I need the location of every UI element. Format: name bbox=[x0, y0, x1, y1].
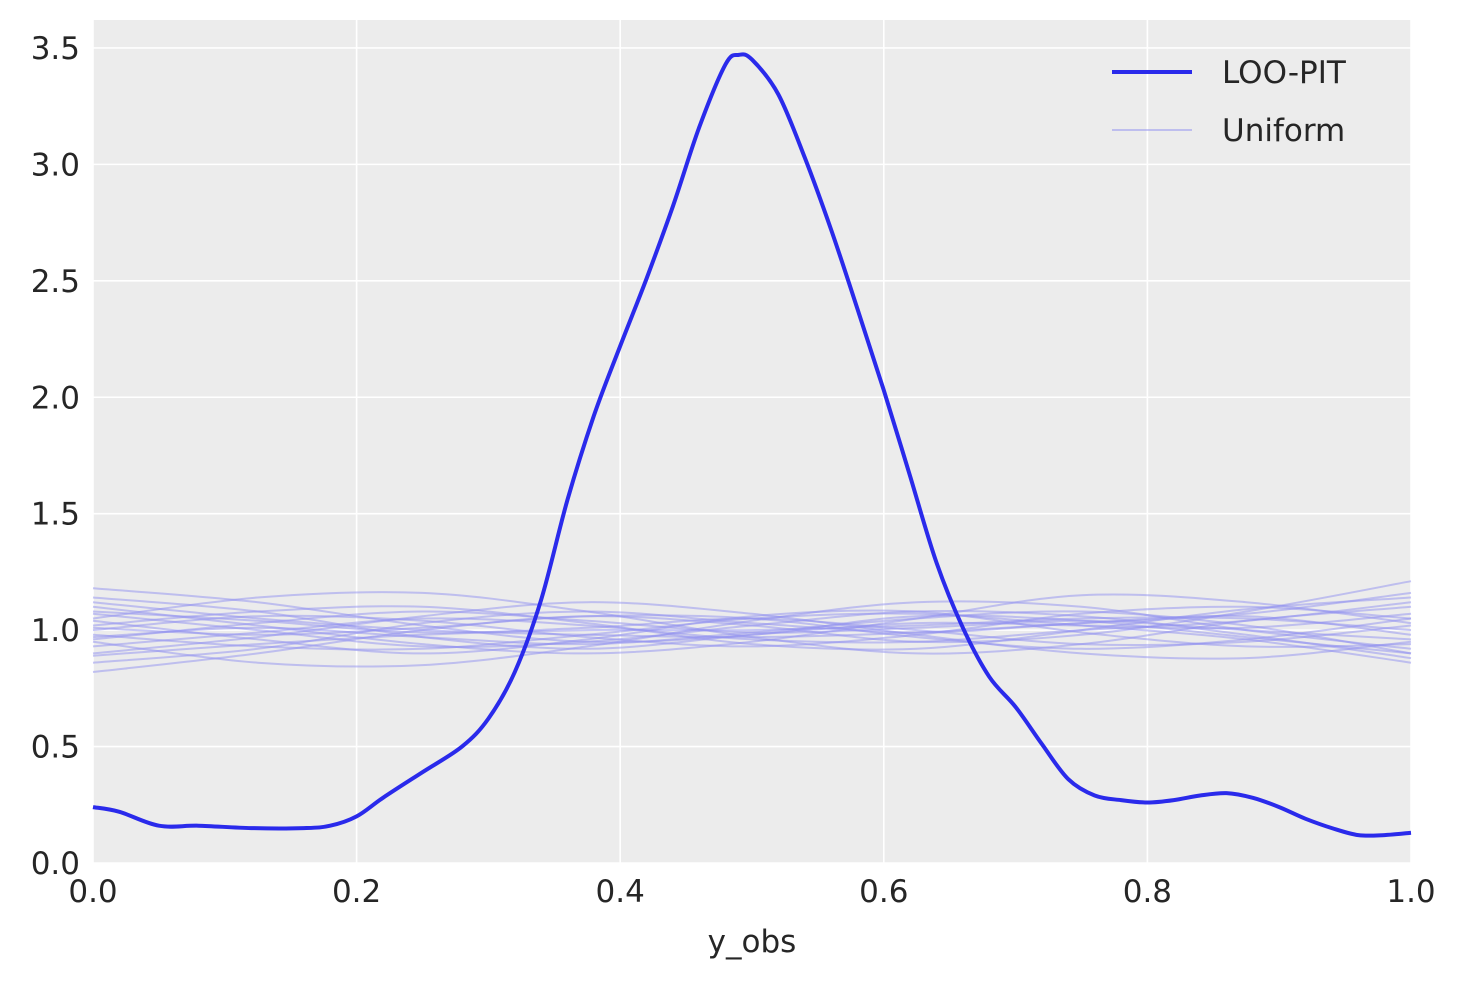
y-tick-label: 1.0 bbox=[31, 613, 80, 649]
uniform-curve bbox=[92, 601, 1412, 660]
uniform-curve bbox=[92, 600, 1412, 668]
uniform-curve bbox=[92, 614, 1412, 650]
loo-pit-line bbox=[92, 52, 1412, 838]
uniform-curve bbox=[92, 596, 1412, 651]
y-tick-label: 3.5 bbox=[31, 31, 80, 67]
x-tick-labels: 0.0 0.2 0.4 0.6 0.8 1.0 bbox=[68, 874, 1435, 910]
x-tick-label: 0.4 bbox=[596, 874, 645, 910]
uniform-curve bbox=[92, 601, 1412, 648]
y-tick-labels: 0.0 0.5 1.0 1.5 2.0 2.5 3.0 3.5 bbox=[31, 31, 80, 882]
legend-label-uniform: Uniform bbox=[1222, 113, 1345, 149]
y-tick-label: 1.5 bbox=[31, 497, 80, 533]
x-axis-label: y_obs bbox=[708, 924, 797, 960]
uniform-curve bbox=[92, 610, 1412, 655]
y-tick-label: 0.0 bbox=[31, 846, 80, 882]
y-tick-label: 2.5 bbox=[31, 264, 80, 300]
y-tick-label: 3.0 bbox=[31, 147, 80, 183]
x-tick-label: 1.0 bbox=[1386, 874, 1435, 910]
uniform-curve bbox=[92, 605, 1412, 648]
uniform-curves bbox=[92, 580, 1412, 673]
uniform-curve bbox=[92, 610, 1412, 660]
legend: LOO-PIT Uniform bbox=[1112, 55, 1347, 149]
plot-background bbox=[93, 20, 1411, 863]
loo-pit-curve-group bbox=[92, 52, 1412, 838]
y-tick-label: 2.0 bbox=[31, 380, 80, 416]
x-tick-label: 0.2 bbox=[332, 874, 381, 910]
x-tick-label: 0.0 bbox=[68, 874, 117, 910]
x-tick-label: 0.8 bbox=[1123, 874, 1172, 910]
legend-label-loo-pit: LOO-PIT bbox=[1222, 55, 1347, 91]
grid bbox=[92, 20, 1412, 864]
uniform-curve bbox=[92, 591, 1412, 639]
y-tick-label: 0.5 bbox=[31, 730, 80, 766]
x-tick-label: 0.6 bbox=[859, 874, 908, 910]
